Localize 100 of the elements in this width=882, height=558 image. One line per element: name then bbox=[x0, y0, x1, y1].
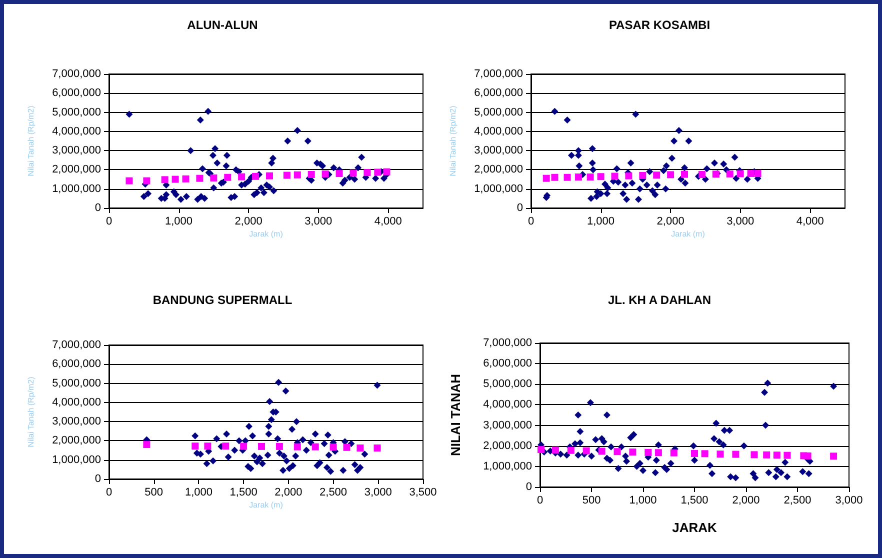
point bbox=[210, 174, 218, 182]
x-tick-label: 2,500 bbox=[320, 486, 348, 498]
point bbox=[681, 164, 688, 172]
point bbox=[593, 193, 600, 200]
point bbox=[784, 452, 791, 459]
y-tick-label: 2,000,000 bbox=[483, 440, 532, 452]
point bbox=[668, 154, 676, 162]
y-tick-label: 0 bbox=[94, 473, 101, 485]
point bbox=[763, 451, 770, 458]
y-tick-label: 7,000,000 bbox=[474, 68, 523, 80]
point bbox=[588, 160, 596, 167]
y-tick-label: 6,000,000 bbox=[474, 87, 523, 100]
point bbox=[731, 154, 738, 161]
x-tick-label: 2,000 bbox=[234, 216, 262, 228]
point bbox=[161, 176, 168, 184]
point bbox=[196, 174, 204, 182]
point bbox=[625, 172, 632, 180]
point bbox=[632, 110, 640, 118]
point bbox=[364, 169, 371, 176]
point bbox=[308, 171, 315, 178]
y-axis-title: Nilai Tanah (Rp/m2) bbox=[26, 105, 36, 176]
x-tick-label: 1,000 bbox=[587, 216, 615, 228]
point bbox=[614, 178, 622, 186]
y-tick-label: 5,000,000 bbox=[474, 106, 523, 118]
point bbox=[374, 168, 382, 176]
point bbox=[754, 170, 762, 178]
point bbox=[542, 174, 550, 182]
y-tick-label: 5,000,000 bbox=[483, 378, 532, 390]
y-tick-label: 5,000,000 bbox=[52, 377, 101, 390]
point bbox=[614, 448, 621, 456]
point bbox=[590, 166, 597, 174]
y-tick-label: 7,000,000 bbox=[483, 337, 532, 349]
y-tick-label: 6,000,000 bbox=[483, 358, 532, 370]
point bbox=[636, 185, 644, 192]
point bbox=[716, 450, 724, 458]
x-axis-title: Jarak (m) bbox=[249, 230, 284, 238]
point bbox=[750, 451, 758, 458]
point bbox=[736, 170, 744, 178]
point bbox=[675, 126, 682, 134]
y-tick-label: 5,000,000 bbox=[52, 106, 101, 118]
point bbox=[283, 172, 290, 179]
y-tick-label: 7,000,000 bbox=[52, 339, 101, 351]
x-tick-label: 1,000 bbox=[165, 216, 193, 228]
y-tick-label: 3,000,000 bbox=[483, 419, 532, 432]
y-tick-label: 3,000,000 bbox=[52, 416, 101, 428]
chart-title: ALUN-ALUN bbox=[187, 18, 258, 32]
y-tick-label: 0 bbox=[516, 202, 523, 214]
point bbox=[574, 173, 582, 180]
x-axis-title: Jarak (m) bbox=[671, 230, 706, 238]
x-tick-label: 3,000 bbox=[835, 494, 863, 506]
point bbox=[582, 447, 590, 454]
y-tick-label: 2,000,000 bbox=[52, 434, 101, 447]
x-tick-label: 1,000 bbox=[184, 486, 212, 498]
point bbox=[691, 450, 698, 457]
y-tick-label: 6,000,000 bbox=[52, 87, 101, 100]
x-axis-title: JARAK bbox=[672, 520, 718, 535]
x-tick-label: 0 bbox=[106, 486, 112, 498]
x-axis-title: Jarak (m) bbox=[249, 500, 284, 510]
point bbox=[667, 171, 674, 178]
point bbox=[732, 450, 740, 458]
y-tick-label: 6,000,000 bbox=[52, 358, 101, 370]
point bbox=[639, 172, 646, 179]
point bbox=[238, 173, 246, 180]
point bbox=[654, 449, 662, 456]
point bbox=[670, 449, 678, 456]
point bbox=[588, 145, 596, 152]
point bbox=[711, 160, 718, 167]
point bbox=[350, 169, 357, 176]
point bbox=[588, 194, 595, 202]
point bbox=[670, 138, 678, 144]
point bbox=[172, 176, 179, 183]
y-axis-title: NILAI TANAH bbox=[448, 374, 463, 456]
point bbox=[623, 196, 630, 203]
point bbox=[678, 176, 685, 183]
point bbox=[604, 184, 612, 192]
point bbox=[830, 452, 838, 460]
point bbox=[586, 173, 594, 180]
point bbox=[648, 187, 656, 194]
y-tick-label: 4,000,000 bbox=[474, 125, 523, 138]
y-tick-label: 4,000,000 bbox=[52, 125, 101, 138]
point bbox=[634, 196, 642, 203]
point bbox=[551, 174, 558, 181]
x-tick-label: 2,000 bbox=[732, 494, 760, 506]
chart-title: PASAR KOSAMBI bbox=[608, 18, 710, 32]
point bbox=[538, 446, 545, 454]
y-tick-label: 3,000,000 bbox=[474, 144, 523, 157]
point bbox=[564, 116, 571, 124]
point bbox=[703, 165, 710, 172]
point bbox=[804, 452, 812, 460]
y-tick-label: 4,000,000 bbox=[52, 396, 101, 408]
point bbox=[701, 450, 708, 458]
y-tick-label: 0 bbox=[94, 202, 101, 214]
point bbox=[597, 190, 604, 198]
point bbox=[652, 191, 659, 198]
point bbox=[660, 167, 668, 174]
point bbox=[620, 190, 627, 198]
point bbox=[611, 172, 618, 180]
x-tick-label: 2,000 bbox=[274, 486, 302, 498]
point bbox=[643, 182, 650, 189]
y-tick-label: 1,000,000 bbox=[52, 182, 101, 195]
